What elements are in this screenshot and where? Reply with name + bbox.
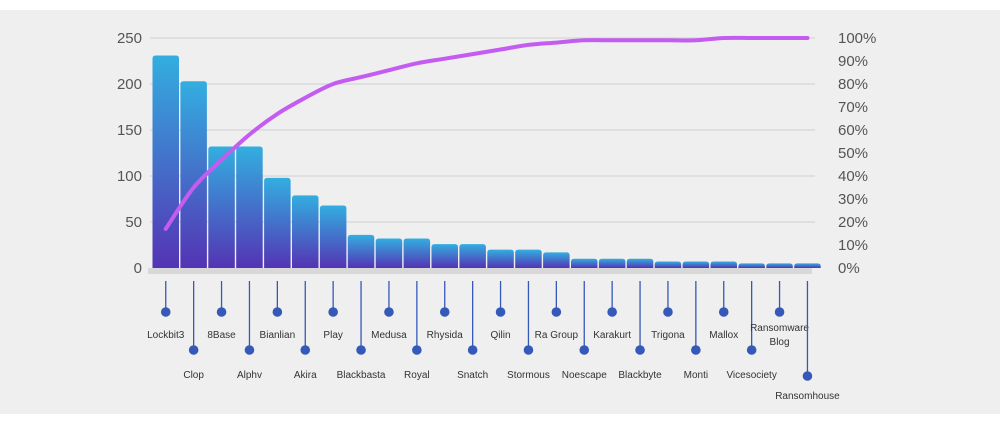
bar <box>347 234 375 268</box>
category-label: Blackbyte <box>618 370 662 381</box>
chart-panel: 0 50 100 150 200 250 0% 10% 20% 30% 40% 50% 60% 70% 8… <box>0 10 1000 414</box>
bar <box>515 249 542 268</box>
y2-tick-label: 40% <box>838 168 868 185</box>
category-label: Blackbasta <box>337 370 386 381</box>
y-tick-label: 0 <box>134 260 142 277</box>
bar <box>598 258 626 268</box>
category-label: Medusa <box>371 330 407 341</box>
category-label: Mallox <box>709 330 738 341</box>
category-label: Akira <box>294 370 317 381</box>
category-marker <box>188 345 199 355</box>
bar <box>403 238 431 268</box>
pareto-chart: 0 50 100 150 200 250 0% 10% 20% 30% 40% 50% 60% 70% 8… <box>117 30 876 402</box>
y2-tick-label: 100% <box>838 30 876 47</box>
bar <box>431 244 458 268</box>
category-label: Royal <box>404 370 430 381</box>
category-marker <box>160 307 171 317</box>
x-axis-baseline <box>148 268 812 274</box>
category-marker <box>579 345 590 355</box>
y2-tick-label: 0% <box>838 260 860 277</box>
category-label: Monti <box>684 370 708 381</box>
y2-tick-label: 60% <box>838 122 868 139</box>
y-axis-right-ticks: 0% 10% 20% 30% 40% 50% 60% 70% 80% 90% 100% <box>838 30 876 277</box>
category-marker <box>635 345 645 355</box>
category-label: Clop <box>183 370 204 381</box>
category-label: Ransomware <box>750 323 809 334</box>
category-label: Snatch <box>457 370 488 381</box>
category-marker <box>412 345 422 355</box>
category-marker <box>691 345 701 355</box>
category-marker <box>774 307 785 317</box>
cumulative-line <box>163 35 810 231</box>
category-marker <box>495 307 506 317</box>
category-marker <box>300 345 311 355</box>
y2-tick-label: 90% <box>838 53 868 70</box>
bars <box>152 55 821 269</box>
category-label: Lockbit3 <box>147 330 185 341</box>
y2-tick-label: 70% <box>838 99 868 116</box>
category-label: 8Base <box>207 330 236 341</box>
bar <box>487 249 514 268</box>
bar <box>236 146 263 268</box>
category-marker <box>523 345 534 355</box>
category-labels: Lockbit3 Clop 8Base Alphv Bianlian Akira Play B… <box>147 281 840 402</box>
bar <box>682 261 710 268</box>
y2-tick-label: 10% <box>838 237 868 254</box>
category-label: Bianlian <box>260 330 296 341</box>
y-tick-label: 100 <box>117 168 142 185</box>
bar <box>375 238 403 268</box>
bar <box>152 55 179 269</box>
bar <box>543 252 570 268</box>
bar <box>794 263 821 268</box>
y2-tick-label: 20% <box>838 214 868 231</box>
bar <box>766 263 793 268</box>
bar <box>738 263 765 268</box>
category-marker <box>663 307 673 317</box>
category-label: Karakurt <box>593 330 631 341</box>
y2-tick-label: 30% <box>838 191 868 208</box>
category-label: Alphv <box>237 370 262 381</box>
bar <box>571 258 598 268</box>
category-label: Stormous <box>507 370 550 381</box>
category-marker <box>244 345 255 355</box>
category-label: Qilin <box>491 330 511 341</box>
category-marker <box>216 307 227 317</box>
bar <box>626 258 654 268</box>
category-marker <box>439 307 450 317</box>
bar <box>180 81 207 269</box>
category-label: Rhysida <box>427 330 464 341</box>
category-marker <box>467 345 478 355</box>
category-marker <box>328 307 338 317</box>
category-label: Vicesociety <box>726 370 776 381</box>
category-label: Play <box>323 330 342 341</box>
category-marker <box>607 307 617 317</box>
y-tick-label: 150 <box>117 122 142 139</box>
y-axis-left-ticks: 0 50 100 150 200 250 <box>117 30 142 277</box>
category-marker <box>718 307 729 317</box>
y-tick-label: 250 <box>117 30 142 47</box>
bar <box>654 261 682 268</box>
bar <box>710 261 737 268</box>
category-marker <box>356 345 366 355</box>
bar <box>264 177 291 268</box>
bar <box>208 146 235 268</box>
bar <box>459 244 486 268</box>
category-label: Ransomhouse <box>775 391 840 402</box>
y-tick-label: 200 <box>117 76 142 93</box>
category-label: Noescape <box>562 370 607 381</box>
bar <box>319 205 347 268</box>
y2-tick-label: 50% <box>838 145 868 162</box>
bar <box>292 195 319 268</box>
category-marker <box>746 345 757 355</box>
category-label: Blog <box>770 337 790 348</box>
y-tick-label: 50 <box>125 214 142 231</box>
category-marker <box>272 307 283 317</box>
category-label: Ra Group <box>535 330 579 341</box>
cumulative-series-line <box>163 35 810 231</box>
category-label: Trigona <box>651 330 685 341</box>
category-marker <box>802 371 813 381</box>
y2-tick-label: 80% <box>838 76 868 93</box>
category-marker <box>551 307 562 317</box>
category-marker <box>384 307 394 317</box>
